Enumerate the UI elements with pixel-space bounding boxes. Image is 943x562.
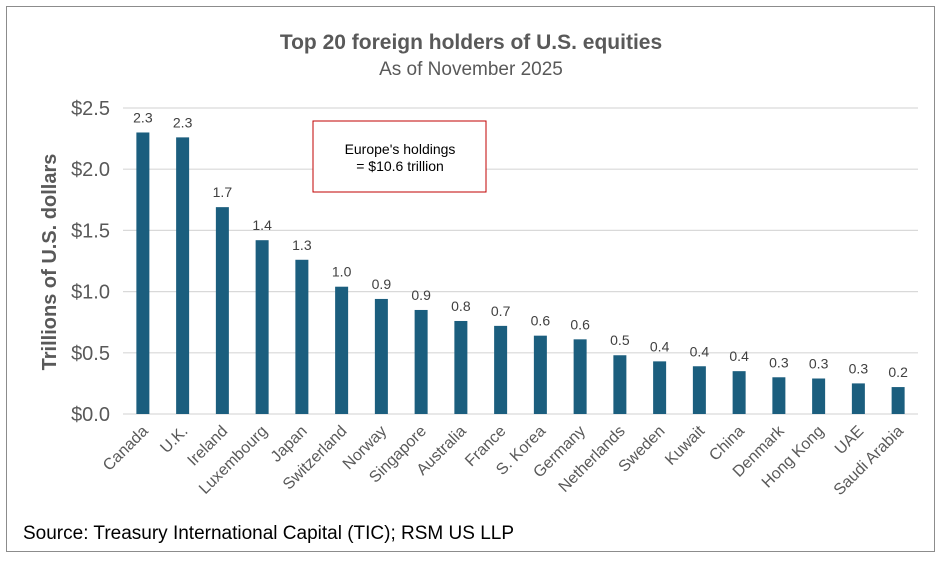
bar-norway: [374, 298, 388, 414]
x-tick-label: UAE: [832, 423, 867, 458]
bar-u-k: [176, 137, 190, 414]
bar-ireland: [215, 207, 229, 414]
chart-subtitle: As of November 2025: [379, 59, 563, 80]
data-label: 0.4: [690, 343, 710, 359]
annotation-box: Europe's holdings = $10.6 trillion: [312, 120, 487, 193]
data-label: 1.7: [213, 184, 233, 200]
x-tick-label: Canada: [100, 423, 152, 475]
annotation-line-2: = $10.6 trillion: [356, 158, 444, 174]
data-label: 0.6: [570, 316, 590, 332]
data-label: 1.0: [332, 264, 352, 280]
source-note: Source: Treasury International Capital (…: [23, 523, 514, 544]
bar-hong-kong: [812, 378, 826, 414]
x-tick-label: U.K.: [157, 423, 191, 457]
data-label: 0.6: [531, 313, 551, 329]
y-tick-label: $1.5: [71, 220, 110, 242]
y-tick-label: $0.0: [71, 404, 110, 426]
y-axis-ticks: $0.0 $0.5 $1.0 $1.5 $2.0 $2.5: [71, 98, 110, 426]
y-tick-label: $0.5: [71, 343, 110, 365]
data-label: 0.4: [729, 348, 749, 364]
x-axis-ticks: Canada U.K.IrelandLuxembourgJapanSwitzerl…: [100, 422, 907, 499]
data-label: 0.5: [610, 332, 630, 348]
bar-uae: [851, 383, 865, 414]
data-label: 2.3: [173, 114, 193, 130]
data-label: 0.3: [769, 354, 789, 370]
data-label: 0.2: [888, 364, 908, 380]
data-labels: 2.3 2.3 1.7 1.4 1.3 1.0 0.9 0.9 0.8 0.7 0.6 0.6 0.5 0…: [133, 109, 908, 380]
y-tick-label: $2.0: [71, 159, 110, 181]
data-label: 0.3: [849, 360, 869, 376]
bar-germany: [573, 339, 587, 414]
bar-australia: [454, 320, 468, 414]
annotation-line-1: Europe's holdings: [345, 141, 456, 157]
bar-s-korea: [533, 335, 547, 414]
bar-china: [732, 371, 746, 414]
data-label: 1.3: [292, 237, 312, 253]
bar-kuwait: [692, 366, 706, 414]
gridlines: [123, 107, 918, 415]
data-label: 0.8: [451, 298, 471, 314]
y-tick-label: $2.5: [71, 98, 110, 120]
bar-switzerland: [335, 286, 349, 414]
bar-sweden: [653, 361, 667, 414]
x-tick-label: Saudi Arabia: [831, 423, 907, 499]
bar-france: [494, 325, 508, 414]
bar-japan: [295, 259, 309, 414]
y-axis-label: Trillions of U.S. dollars: [39, 154, 61, 371]
data-label: 0.4: [650, 338, 670, 354]
data-label: 0.9: [411, 287, 431, 303]
data-label: 0.7: [491, 303, 511, 319]
bar-canada: [136, 132, 150, 415]
chart-title: Top 20 foreign holders of U.S. equities: [280, 31, 662, 54]
data-label: 2.3: [133, 109, 153, 125]
bar-luxembourg: [255, 240, 269, 414]
bar-saudi-arabia: [891, 387, 905, 414]
y-tick-label: $1.0: [71, 282, 110, 304]
chart-frame: [6, 6, 935, 552]
bars: [136, 132, 905, 415]
data-label: 1.4: [252, 217, 272, 233]
bar-singapore: [414, 309, 428, 414]
data-label: 0.9: [372, 276, 392, 292]
x-tick-label: Kuwait: [662, 422, 708, 468]
bar-netherlands: [613, 355, 627, 414]
bar-denmark: [772, 377, 786, 414]
data-label: 0.3: [809, 356, 829, 372]
